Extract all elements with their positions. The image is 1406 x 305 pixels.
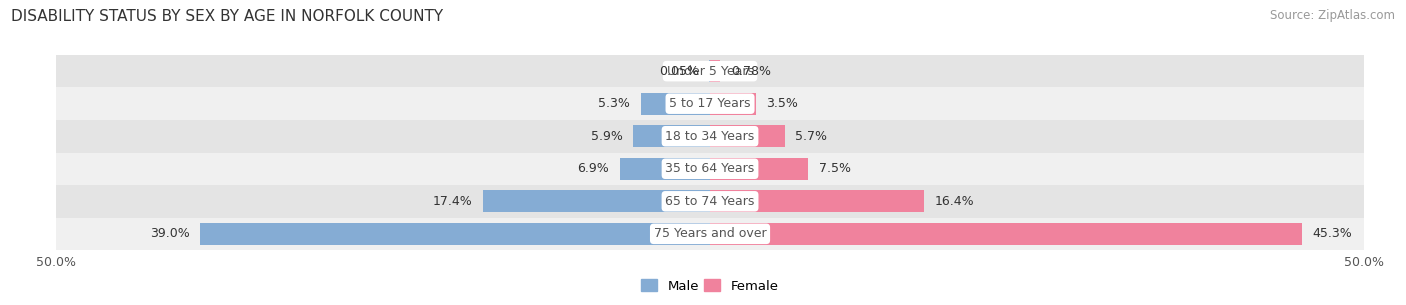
Bar [56,55,1364,88]
Text: DISABILITY STATUS BY SEX BY AGE IN NORFOLK COUNTY: DISABILITY STATUS BY SEX BY AGE IN NORFO… [11,9,443,24]
Bar [56,152,1364,185]
Bar [200,223,710,245]
Bar [710,60,720,82]
Text: 0.78%: 0.78% [731,65,770,78]
Text: 16.4%: 16.4% [935,195,974,208]
Text: 65 to 74 Years: 65 to 74 Years [665,195,755,208]
Text: 7.5%: 7.5% [818,162,851,175]
Bar [620,158,710,180]
Text: Source: ZipAtlas.com: Source: ZipAtlas.com [1270,9,1395,22]
Bar [482,190,710,212]
Text: 18 to 34 Years: 18 to 34 Years [665,130,755,143]
Bar [633,125,710,147]
Text: 3.5%: 3.5% [766,97,799,110]
Text: 75 Years and over: 75 Years and over [654,227,766,240]
Bar [641,93,710,115]
Text: 5.9%: 5.9% [591,130,623,143]
Text: 5.3%: 5.3% [599,97,630,110]
Text: 5.7%: 5.7% [794,130,827,143]
Bar [710,125,785,147]
Bar [710,190,925,212]
Bar [710,158,808,180]
Bar [56,185,1364,217]
Text: 6.9%: 6.9% [578,162,609,175]
Bar [710,93,756,115]
Text: 5 to 17 Years: 5 to 17 Years [669,97,751,110]
Text: Under 5 Years: Under 5 Years [666,65,754,78]
Text: 39.0%: 39.0% [150,227,190,240]
Text: 17.4%: 17.4% [432,195,472,208]
Bar [56,120,1364,152]
Text: 35 to 64 Years: 35 to 64 Years [665,162,755,175]
Legend: Male, Female: Male, Female [636,274,785,298]
Bar [56,88,1364,120]
Bar [710,223,1302,245]
Bar [56,217,1364,250]
Text: 0.05%: 0.05% [659,65,699,78]
Text: 45.3%: 45.3% [1313,227,1353,240]
